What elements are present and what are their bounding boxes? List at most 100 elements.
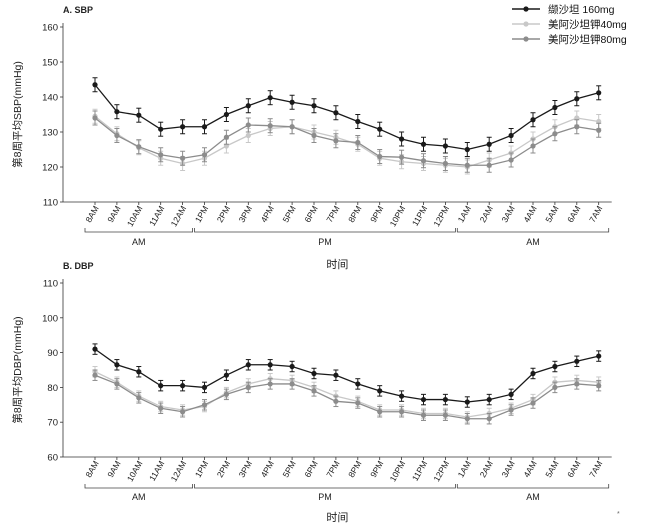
series-0	[92, 343, 602, 408]
footnote-mark: *	[617, 511, 620, 518]
series-line	[94, 84, 599, 151]
series-line	[94, 348, 599, 403]
data-point	[508, 391, 514, 397]
time-group-label: AM	[526, 492, 540, 502]
data-point	[377, 388, 383, 394]
data-point	[201, 402, 208, 408]
chart-panel-sbp: A. SBP 110 120 130 140 150 160 第8周平均SBP(mmHg) 8A…	[11, 5, 612, 271]
x-tick-label: 3PM	[237, 459, 254, 479]
x-tick-label: 6PM	[302, 204, 319, 224]
series-line	[94, 371, 599, 418]
data-point	[420, 158, 427, 164]
data-point	[442, 143, 448, 149]
data-point	[223, 372, 229, 378]
y-tick-label: 110	[43, 198, 58, 209]
x-tick-label: 10PM	[388, 459, 408, 483]
legend-swatch-marker	[523, 6, 529, 12]
legend-label: 缬沙坦 160mg	[548, 3, 615, 16]
x-tick-label: 3AM	[499, 204, 516, 224]
chart-panel-dbp: B. DBP 60 70 80 90 100 110 第8周平均DBP(mmHg) 8AM 9AM…	[11, 261, 612, 524]
x-tick-label: 12AM	[169, 204, 189, 228]
x-tick-label: 12AM	[169, 459, 189, 483]
time-group-bracket	[456, 484, 610, 489]
x-tick-label: 9AM	[105, 204, 122, 224]
x-tick-label: 7AM	[587, 204, 604, 224]
x-tick-label: 11PM	[410, 459, 429, 483]
data-point	[596, 383, 602, 389]
data-point	[223, 134, 229, 140]
y-axis-label: 第8周平均SBP(mmHg)	[11, 61, 24, 168]
y-tick-label: 110	[43, 279, 58, 290]
data-point	[530, 370, 536, 377]
data-point	[355, 400, 361, 406]
data-point	[180, 155, 186, 161]
data-point	[333, 110, 339, 116]
data-point	[530, 143, 536, 149]
x-tick-label: 9AM	[105, 459, 122, 479]
data-point	[201, 152, 208, 158]
data-point	[464, 146, 470, 153]
legend-swatch-marker	[523, 36, 529, 42]
time-group-label: PM	[318, 492, 332, 502]
data-point	[136, 144, 142, 150]
data-point	[574, 358, 580, 364]
x-tick-label: 6AM	[565, 459, 582, 479]
data-point	[420, 412, 427, 418]
x-tick-label: 5AM	[543, 204, 560, 224]
data-point	[574, 381, 580, 387]
x-tick-label: 3AM	[499, 459, 516, 479]
x-tick-label: 8AM	[83, 204, 100, 224]
x-tick-label: 7AM	[587, 459, 604, 479]
x-tick-label: 8PM	[346, 459, 363, 479]
data-point	[530, 117, 536, 123]
panel-title: B. DBP	[63, 261, 94, 271]
x-tick-label: 7PM	[324, 204, 341, 224]
panel-title: A. SBP	[63, 5, 93, 15]
data-point	[333, 398, 339, 404]
data-point	[311, 388, 317, 394]
x-tick-label: 12PM	[431, 459, 451, 483]
data-point	[311, 370, 317, 377]
x-tick-label: 4AM	[521, 459, 538, 479]
x-tick-label: 2AM	[478, 459, 495, 479]
data-point	[355, 381, 361, 387]
data-point	[180, 409, 186, 415]
data-point	[530, 400, 536, 406]
data-point	[486, 162, 492, 168]
data-point	[552, 104, 558, 111]
x-tick-label: 11AM	[147, 459, 166, 483]
data-point	[508, 132, 514, 139]
data-point	[158, 126, 164, 132]
data-point	[201, 384, 208, 390]
x-tick-label: 6AM	[565, 204, 582, 224]
data-point	[508, 407, 514, 413]
data-point	[289, 99, 295, 105]
data-point	[289, 124, 295, 130]
x-tick-label: 12PM	[431, 204, 451, 228]
data-point	[596, 127, 602, 133]
data-point	[399, 154, 405, 160]
data-point	[311, 132, 317, 139]
x-tick-label: 7PM	[324, 459, 341, 479]
data-point	[574, 96, 580, 102]
data-point	[442, 160, 448, 167]
data-point	[114, 132, 120, 139]
x-tick-label: 11PM	[410, 204, 429, 228]
x-tick-label: 1AM	[456, 459, 473, 479]
x-tick-label: 1PM	[193, 459, 210, 479]
x-tick-label: 10AM	[125, 459, 145, 483]
series-line	[94, 115, 599, 168]
data-point	[399, 409, 405, 415]
data-point	[486, 416, 492, 422]
data-point	[92, 115, 98, 121]
data-point	[355, 118, 361, 125]
data-point	[486, 141, 492, 147]
series-1	[92, 366, 602, 423]
data-point	[114, 109, 120, 115]
x-tick-label: 1AM	[456, 204, 473, 224]
y-tick-label: 150	[42, 58, 58, 69]
y-tick-label: 120	[42, 163, 58, 174]
y-tick-label: 60	[47, 453, 58, 464]
y-tick-label: 130	[42, 128, 58, 139]
